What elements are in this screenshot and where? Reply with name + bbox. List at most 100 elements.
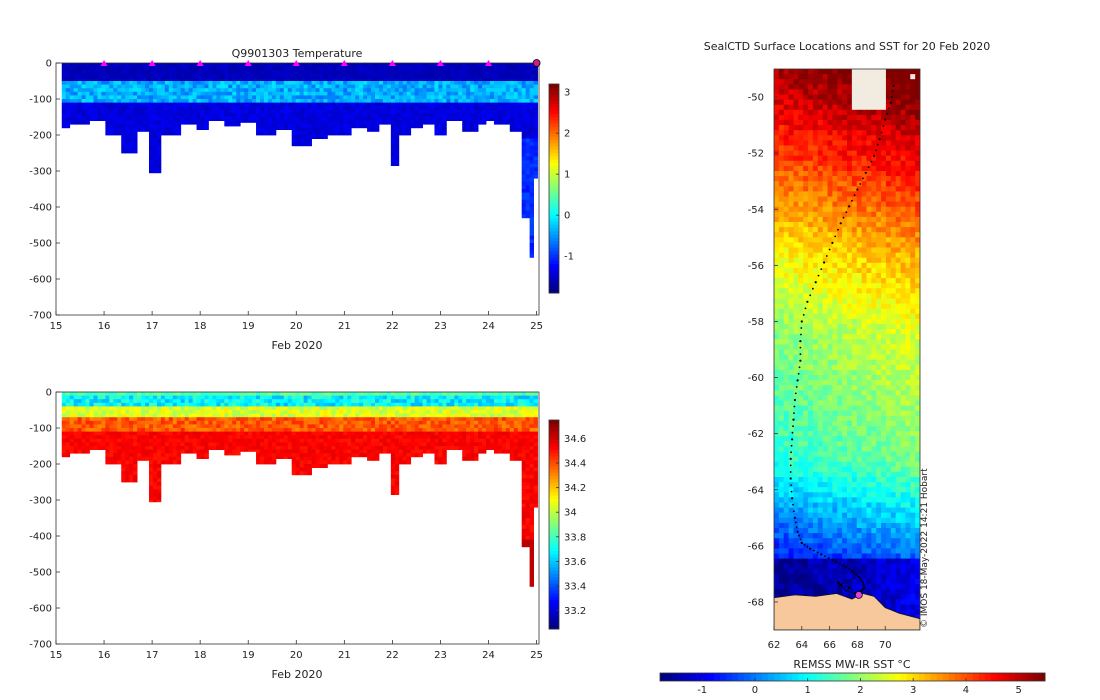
temperature-cell bbox=[375, 113, 380, 118]
temperature-cell bbox=[513, 109, 519, 114]
temperature-cell bbox=[212, 63, 217, 67]
salinity-cell bbox=[529, 464, 534, 468]
salinity-cell bbox=[295, 471, 301, 476]
temperature-cell bbox=[101, 91, 106, 96]
temperature-cell bbox=[164, 117, 170, 121]
salinity-cell bbox=[521, 521, 527, 526]
temperature-cell bbox=[65, 106, 71, 111]
temperature-cell bbox=[156, 73, 162, 78]
salinity-cell bbox=[232, 428, 237, 432]
salinity-cell bbox=[402, 402, 408, 407]
salinity-cell bbox=[323, 392, 328, 396]
temperature-cell bbox=[204, 127, 209, 130]
temperature-cell bbox=[244, 70, 249, 75]
temperature-cell bbox=[470, 81, 475, 85]
salinity-cell bbox=[256, 395, 261, 400]
temperature-cell bbox=[172, 73, 178, 78]
temperature-cell bbox=[192, 117, 197, 121]
temperature-cell bbox=[271, 70, 277, 75]
salinity-cell bbox=[89, 420, 94, 425]
temperature-cell bbox=[486, 66, 491, 71]
temperature-cell bbox=[489, 99, 495, 103]
temperature-cell bbox=[196, 77, 201, 82]
temperature-cell bbox=[458, 99, 463, 103]
salinity-cell bbox=[426, 442, 431, 447]
temperature-cell bbox=[81, 77, 86, 82]
temperature-cell bbox=[398, 109, 404, 114]
temperature-cell bbox=[390, 153, 396, 157]
temperature-cell bbox=[489, 77, 495, 82]
temperature-cell bbox=[176, 91, 182, 96]
salinity-cell bbox=[402, 406, 408, 411]
temperature-cell bbox=[438, 70, 443, 75]
temperature-cell bbox=[323, 113, 328, 118]
salinity-cell bbox=[489, 435, 495, 440]
salinity-cell bbox=[168, 417, 174, 422]
temperature-cell bbox=[363, 117, 368, 121]
temperature-cell bbox=[327, 113, 332, 118]
salinity-cell bbox=[113, 435, 118, 440]
current-profile-marker bbox=[532, 59, 541, 67]
salinity-cell bbox=[256, 420, 261, 425]
temperature-cell bbox=[319, 91, 324, 96]
temperature-cell bbox=[283, 70, 289, 75]
salinity-cell bbox=[382, 431, 388, 436]
temperature-cell bbox=[525, 120, 531, 125]
temperature-cell bbox=[398, 127, 404, 132]
salinity-cell bbox=[176, 406, 182, 411]
salinity-cell bbox=[390, 424, 396, 429]
temperature-cell bbox=[489, 102, 495, 107]
temperature-cell bbox=[386, 70, 392, 75]
salinity-cell bbox=[129, 435, 134, 440]
salinity-cell bbox=[73, 438, 79, 443]
temperature-cell bbox=[176, 99, 182, 103]
temperature-x-tick-label: 25 bbox=[530, 321, 543, 332]
salinity-cell bbox=[77, 402, 82, 407]
temperature-cell bbox=[493, 95, 499, 100]
temperature-cell bbox=[121, 149, 126, 154]
salinity-cell bbox=[81, 395, 86, 400]
salinity-cell bbox=[236, 420, 241, 425]
salinity-cell bbox=[145, 438, 150, 443]
salinity-cell bbox=[390, 413, 396, 418]
salinity-cell bbox=[418, 413, 423, 418]
salinity-cell bbox=[93, 431, 98, 436]
temperature-colorbar-segment bbox=[549, 260, 559, 265]
salinity-cell bbox=[402, 410, 408, 414]
salinity-cell bbox=[493, 410, 499, 414]
temperature-cell bbox=[513, 70, 519, 75]
temperature-cell bbox=[438, 117, 443, 121]
salinity-cell bbox=[402, 449, 408, 454]
temperature-cell bbox=[160, 95, 166, 100]
temperature-cell bbox=[160, 77, 166, 82]
salinity-cell bbox=[434, 395, 439, 400]
salinity-cell bbox=[311, 413, 316, 418]
salinity-cell bbox=[525, 453, 531, 458]
salinity-cell bbox=[101, 431, 106, 436]
salinity-cell bbox=[160, 392, 166, 396]
temperature-cell bbox=[339, 95, 344, 100]
salinity-cell bbox=[244, 392, 249, 396]
salinity-cell bbox=[73, 417, 79, 422]
temperature-cell bbox=[295, 99, 301, 103]
salinity-cell bbox=[252, 431, 257, 436]
salinity-cell bbox=[470, 420, 475, 425]
temperature-cell bbox=[65, 109, 71, 114]
temperature-cell bbox=[216, 117, 221, 121]
temperature-cell bbox=[505, 88, 511, 93]
salinity-cell bbox=[291, 413, 297, 418]
salinity-cell bbox=[521, 428, 527, 432]
temperature-cell bbox=[256, 77, 261, 82]
temperature-cell bbox=[133, 81, 138, 85]
temperature-cell bbox=[529, 174, 534, 179]
temperature-cell bbox=[145, 117, 150, 121]
temperature-cell bbox=[525, 117, 531, 121]
temperature-cell bbox=[438, 88, 443, 93]
salinity-cell bbox=[224, 428, 229, 432]
salinity-cell bbox=[109, 428, 114, 432]
salinity-cell bbox=[65, 435, 71, 440]
temperature-cell bbox=[462, 102, 467, 107]
salinity-cell bbox=[339, 410, 344, 414]
temperature-cell bbox=[279, 88, 285, 93]
temperature-colorbar-segment bbox=[549, 149, 559, 154]
